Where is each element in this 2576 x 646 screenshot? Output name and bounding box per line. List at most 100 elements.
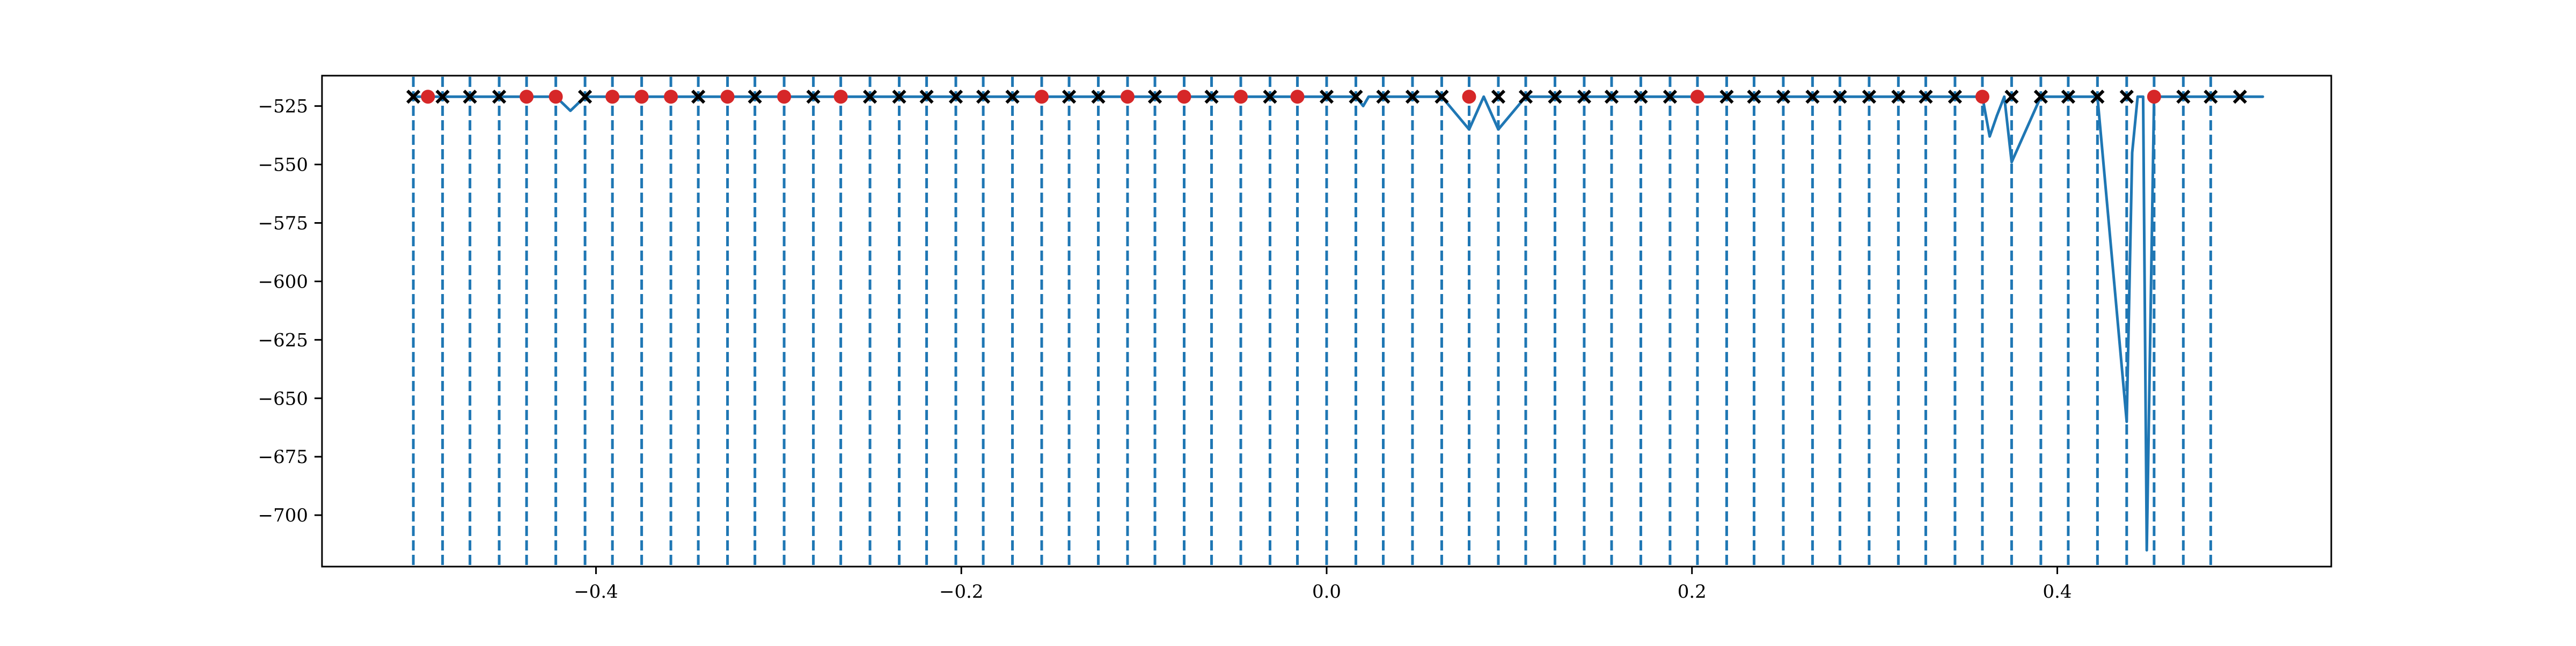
x-marker-stroke [1833,90,1847,104]
x-marker [892,90,906,104]
x-marker [1518,90,1533,104]
red-circle-marker [1462,90,1476,104]
x-marker-stroke [1747,90,1761,104]
x-marker-stroke [2119,90,2134,104]
x-marker [948,90,963,104]
x-marker [919,90,934,104]
x-marker [1491,90,1506,104]
x-marker [1747,90,1761,104]
red-circle-marker [777,90,792,104]
y-tick-label: −600 [258,271,308,292]
x-marker [1776,90,1791,104]
x-marker-stroke [2033,90,2048,104]
x-marker-stroke [1319,90,1334,104]
x-marker-stroke [862,90,877,104]
x-marker [1349,90,1363,104]
x-marker-stroke [1204,90,1219,104]
red-circle-marker [634,90,649,104]
x-marker [2233,90,2247,104]
x-marker-stroke [1349,90,1363,104]
x-marker-stroke [2004,90,2019,104]
x-marker [463,90,477,104]
x-marker [1891,90,1906,104]
x-marker-stroke [919,90,934,104]
x-marker [1376,90,1391,104]
x-axis: −0.4 −0.2 0.0 0.2 0.4 [574,567,2072,603]
x-marker-stroke [1604,90,1619,104]
y-tick-label: −650 [258,388,308,409]
x-tick-label: 0.4 [2043,581,2072,603]
x-marker-stroke [2204,90,2218,104]
x-marker [578,90,592,104]
y-tick-label: −625 [258,329,308,351]
x-marker [2204,90,2218,104]
vertical-dashed-lines [412,77,2212,566]
y-tick-label: −575 [258,213,308,234]
x-marker-stroke [435,90,450,104]
x-marker-stroke [1091,90,1106,104]
x-marker-stroke [1634,90,1648,104]
x-marker [2004,90,2019,104]
y-tick-label: −700 [258,505,308,526]
x-marker [406,90,421,104]
x-marker-stroke [1548,90,1562,104]
x-marker-stroke [1147,90,1162,104]
y-axis: −525 −550 −575 −600 −625 −650 −675 −700 [258,96,322,526]
x-marker [2033,90,2048,104]
x-marker [1862,90,1877,104]
x-marker-stroke [1376,90,1391,104]
markers [406,90,2247,104]
x-marker [1805,90,1820,104]
x-marker [1091,90,1106,104]
red-circle-marker [1035,90,1049,104]
red-circle-marker [664,90,678,104]
x-marker [492,90,507,104]
y-tick-label: −675 [258,446,308,468]
x-marker-stroke [2061,90,2075,104]
x-marker-stroke [1435,90,1449,104]
x-marker [1319,90,1334,104]
x-marker [1719,90,1734,104]
x-marker [435,90,450,104]
y-tick-label: −550 [258,155,308,176]
x-marker-stroke [2090,90,2105,104]
red-circle-marker [720,90,735,104]
x-marker-stroke [1518,90,1533,104]
x-marker-stroke [1891,90,1906,104]
x-marker [1435,90,1449,104]
x-marker-stroke [2233,90,2247,104]
red-circle-marker [1177,90,1191,104]
x-marker-stroke [892,90,906,104]
x-marker-stroke [806,90,821,104]
red-circle-marker [605,90,620,104]
x-marker-stroke [976,90,991,104]
x-marker-stroke [1263,90,1277,104]
y-tick-label: −525 [258,96,308,118]
x-marker [862,90,877,104]
x-marker-stroke [1663,90,1678,104]
x-marker [748,90,762,104]
x-marker-stroke [1491,90,1506,104]
x-tick-label: −0.2 [939,581,984,603]
red-circle-marker [1690,90,1704,104]
x-marker [2176,90,2191,104]
x-marker-stroke [463,90,477,104]
red-circle-marker [1975,90,1989,104]
x-marker-stroke [578,90,592,104]
x-marker-stroke [1062,90,1077,104]
x-marker [2090,90,2105,104]
x-marker [1405,90,1420,104]
red-circle-marker [519,90,534,104]
x-tick-label: 0.2 [1678,581,1707,603]
x-marker [1604,90,1619,104]
red-circle-marker [1234,90,1248,104]
x-marker-stroke [691,90,706,104]
x-marker [1634,90,1648,104]
x-marker [1147,90,1162,104]
x-marker-stroke [492,90,507,104]
red-circle-marker [1121,90,1135,104]
x-marker-stroke [1805,90,1820,104]
x-marker [691,90,706,104]
